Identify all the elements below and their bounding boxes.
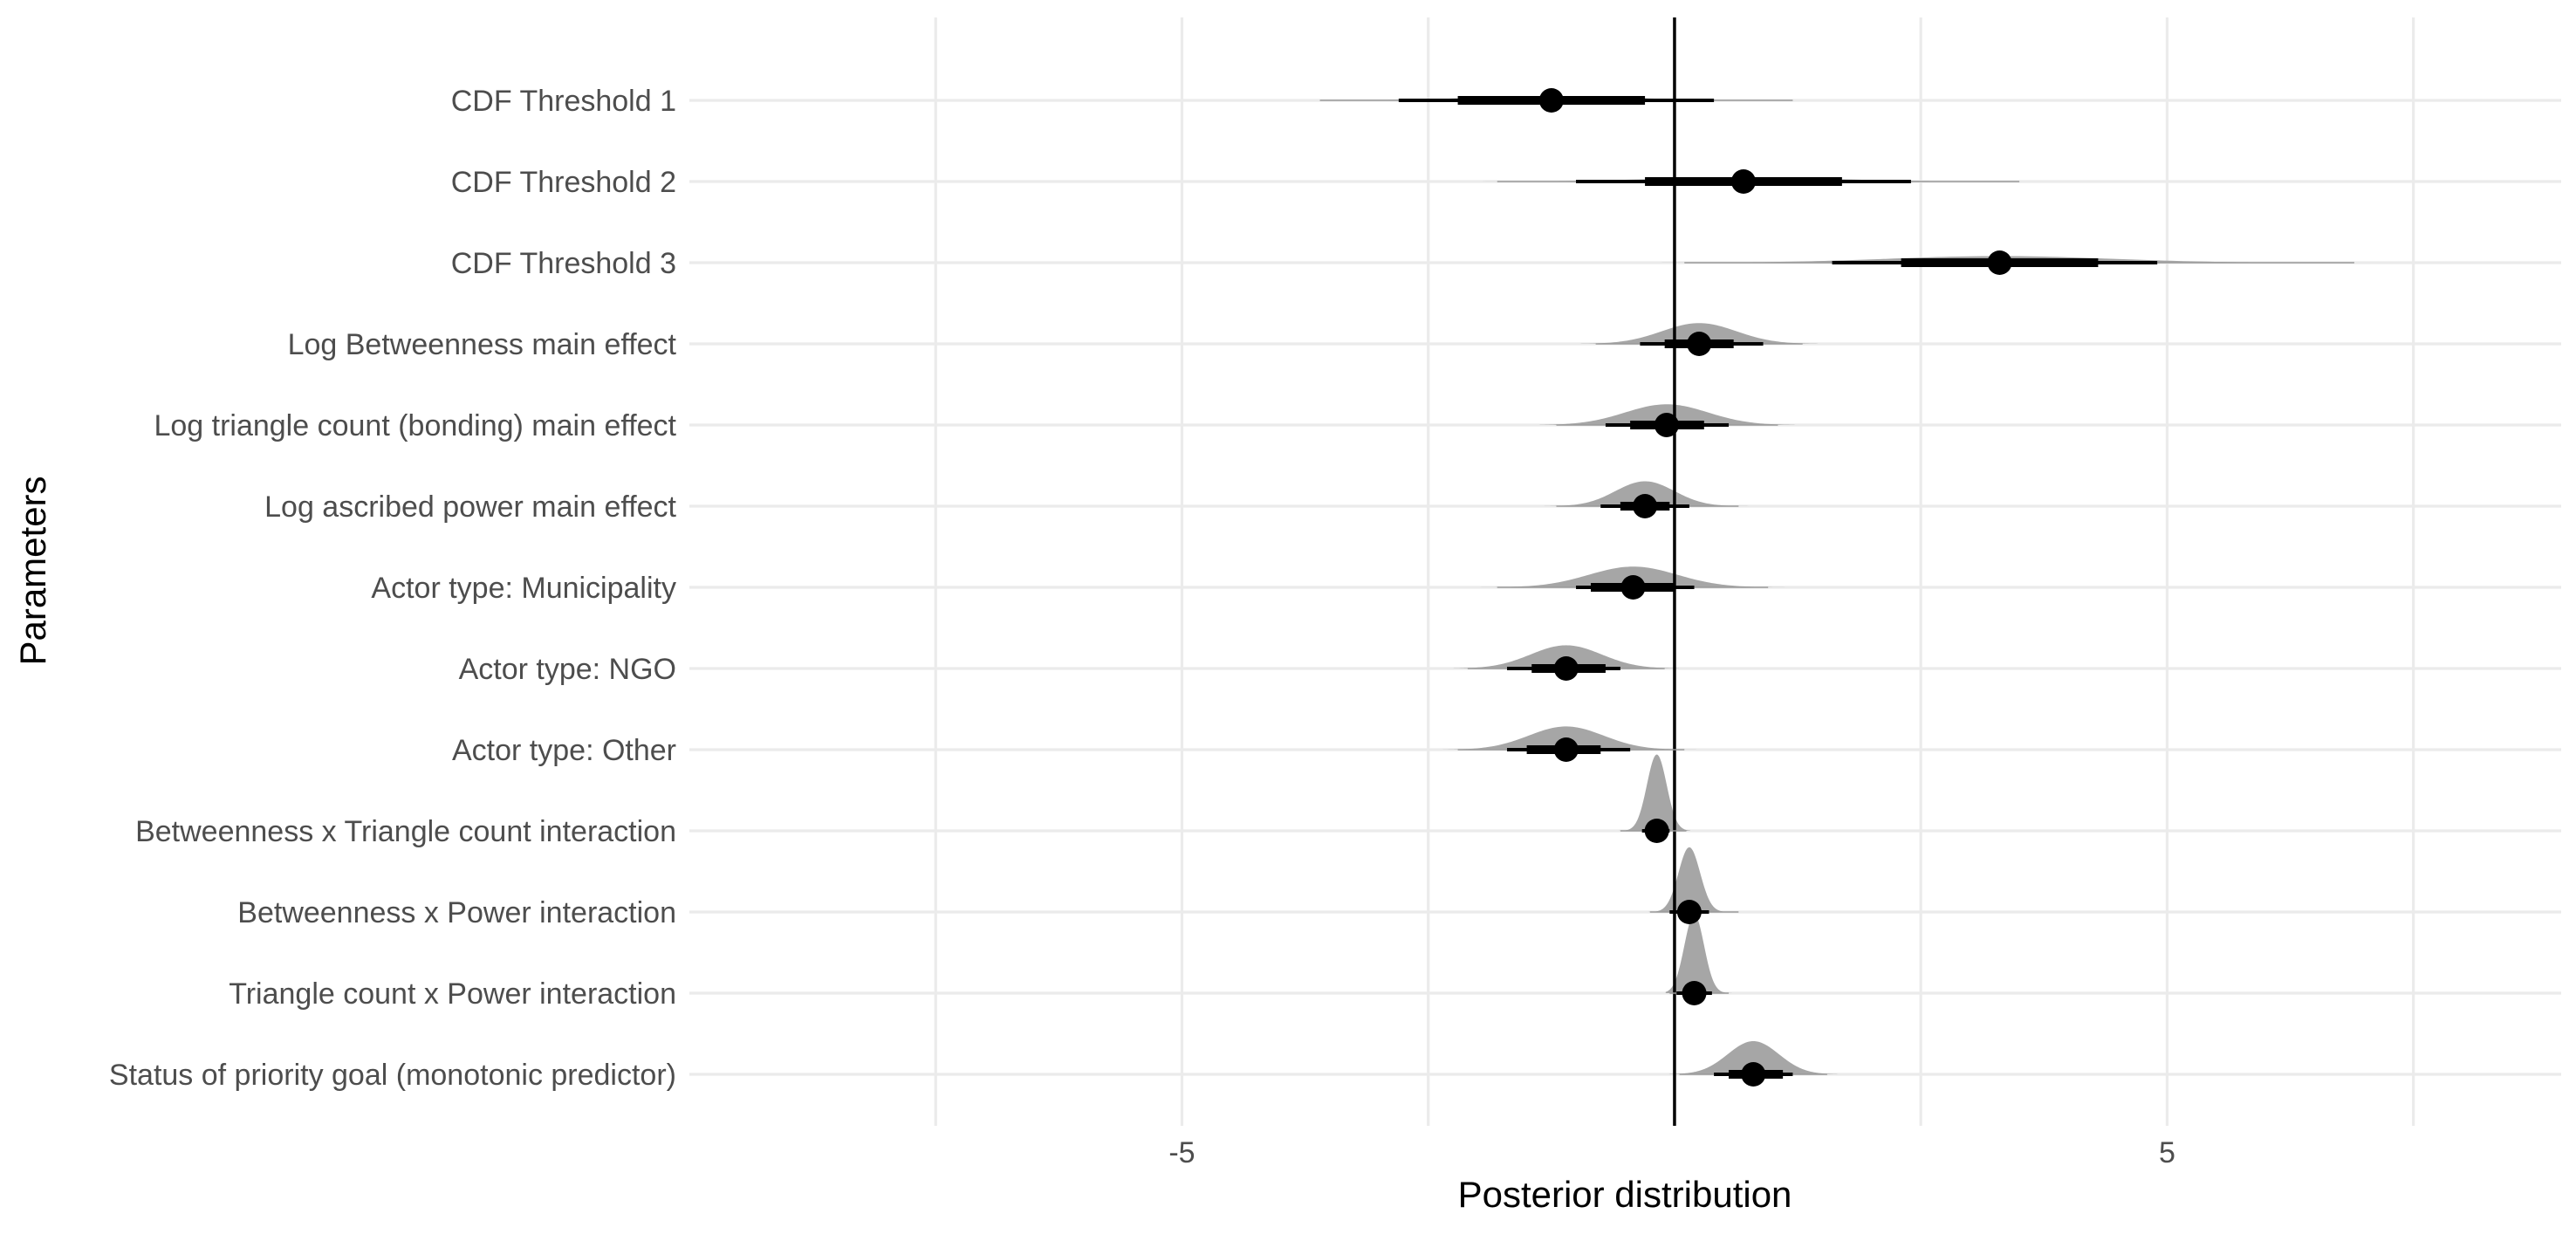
parameter-label: CDF Threshold 1 bbox=[451, 85, 676, 118]
x-tick-label: 5 bbox=[2159, 1136, 2175, 1169]
x-tick-label: -5 bbox=[1168, 1136, 1195, 1169]
interval-layer bbox=[1319, 88, 2354, 1087]
median-point bbox=[1620, 575, 1646, 600]
density-layer bbox=[1288, 96, 2398, 1074]
parameter-label: Actor type: Other bbox=[452, 734, 676, 767]
y-tick-labels: CDF Threshold 1 CDF Threshold 2 CDF Thresh… bbox=[109, 85, 677, 1092]
median-point bbox=[1654, 413, 1679, 437]
parameter-label: Actor type: Municipality bbox=[371, 572, 676, 605]
parameter-label: Betweenness x Power interaction bbox=[237, 896, 676, 929]
parameter-label: Status of priority goal (monotonic predi… bbox=[109, 1059, 676, 1092]
density-curve bbox=[1442, 726, 1700, 750]
median-point bbox=[1730, 169, 1756, 194]
median-point bbox=[1633, 494, 1658, 518]
parameter-label: CDF Threshold 2 bbox=[451, 166, 676, 199]
median-point bbox=[1553, 737, 1579, 762]
parameter-label: Log ascribed power main effect bbox=[264, 490, 676, 524]
parameter-label: CDF Threshold 3 bbox=[451, 247, 676, 280]
parameter-label: Betweenness x Triangle count interaction bbox=[135, 815, 676, 848]
x-axis-title: Posterior distribution bbox=[1458, 1174, 1792, 1215]
density-curve bbox=[1665, 914, 1733, 993]
median-point bbox=[1682, 981, 1707, 1005]
density-curve bbox=[1616, 754, 1691, 831]
parameter-label: Log Betweenness main effect bbox=[288, 328, 677, 361]
median-point bbox=[1644, 819, 1669, 843]
median-point bbox=[1741, 1062, 1766, 1087]
median-point bbox=[1676, 900, 1702, 924]
parameter-label: Triangle count x Power interaction bbox=[229, 977, 676, 1011]
density-curve bbox=[1668, 1041, 1838, 1074]
parameter-label: Log triangle count (bonding) main effect bbox=[154, 409, 676, 442]
median-point bbox=[1687, 332, 1712, 356]
density-curve bbox=[1645, 847, 1744, 912]
median-point bbox=[1538, 88, 1564, 113]
y-axis-title: Parameters bbox=[12, 476, 53, 665]
density-curve bbox=[1544, 481, 1750, 506]
median-point bbox=[1553, 656, 1579, 681]
median-point bbox=[1987, 250, 2012, 275]
parameter-label: Actor type: NGO bbox=[459, 653, 676, 686]
x-tick-labels: -5 5 bbox=[1168, 1136, 2175, 1169]
